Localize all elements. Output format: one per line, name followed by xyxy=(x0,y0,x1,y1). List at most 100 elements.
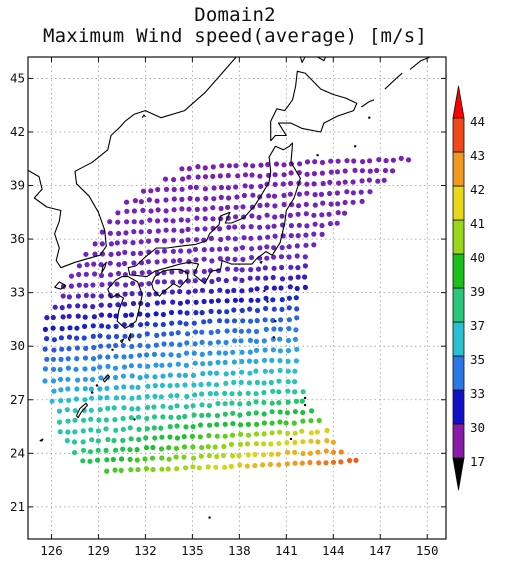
wind-point xyxy=(75,313,81,319)
wind-point xyxy=(235,173,241,179)
wind-point xyxy=(248,287,254,293)
wind-point xyxy=(324,438,330,444)
wind-point xyxy=(233,266,239,272)
wind-point xyxy=(294,285,300,292)
wind-point xyxy=(90,333,96,339)
wind-point xyxy=(205,412,211,418)
latitude-tick-labels: 21 24 27 30 33 36 39 42 45 xyxy=(10,70,25,513)
wind-point xyxy=(320,200,326,206)
coastline xyxy=(409,57,431,70)
wind-point xyxy=(194,206,200,212)
wind-point xyxy=(183,350,190,356)
wind-point xyxy=(240,224,246,230)
wind-point xyxy=(151,425,157,431)
wind-point xyxy=(249,172,255,178)
wind-point xyxy=(217,226,223,232)
wind-point xyxy=(71,439,78,445)
wind-point xyxy=(159,382,165,388)
wind-point xyxy=(359,178,365,184)
wind-point xyxy=(312,202,318,208)
wind-point xyxy=(184,393,190,400)
wind-point xyxy=(183,465,189,471)
wind-point xyxy=(50,314,56,321)
wind-point xyxy=(225,172,231,179)
wind-point xyxy=(135,414,142,420)
wind-point xyxy=(99,282,105,288)
colorbar-box xyxy=(452,253,465,289)
wind-point xyxy=(90,304,96,310)
wind-point xyxy=(252,451,258,458)
wind-point xyxy=(253,441,259,447)
wind-point xyxy=(278,285,284,291)
wind-point xyxy=(90,356,97,362)
wind-point xyxy=(177,309,183,315)
wind-point xyxy=(58,398,64,404)
wind-point xyxy=(315,439,321,445)
wind-point xyxy=(128,363,134,369)
wind-point xyxy=(65,386,71,392)
wind-point xyxy=(295,233,301,239)
wind-point xyxy=(285,368,291,374)
wind-point xyxy=(288,264,294,270)
wind-point xyxy=(230,453,236,459)
wind-point xyxy=(186,174,192,180)
wind-point xyxy=(163,227,169,233)
wind-point xyxy=(277,429,283,435)
wind-point xyxy=(225,256,231,262)
wind-point xyxy=(237,462,243,468)
lat-tick-label: 27 xyxy=(10,392,25,407)
wind-point xyxy=(218,205,224,212)
wind-point xyxy=(99,323,105,329)
wind-point xyxy=(127,447,133,453)
wind-point xyxy=(214,433,220,439)
wind-point xyxy=(269,420,275,426)
wind-point xyxy=(155,228,161,234)
wind-point xyxy=(243,162,249,168)
wind-point xyxy=(232,276,238,282)
wind-point xyxy=(263,285,269,291)
wind-point xyxy=(177,342,183,348)
wind-point xyxy=(342,179,348,185)
wind-point xyxy=(82,376,88,382)
wind-point xyxy=(65,365,71,371)
wind-point xyxy=(137,342,143,348)
colorbar-label: 41 xyxy=(470,216,485,231)
wind-point xyxy=(218,184,224,191)
wind-point xyxy=(162,176,169,182)
wind-point xyxy=(146,281,152,287)
wind-point xyxy=(319,222,325,229)
wind-point xyxy=(229,391,235,397)
wind-point xyxy=(279,264,285,271)
wind-point xyxy=(155,279,161,285)
wind-point xyxy=(268,451,274,457)
wind-point xyxy=(207,360,213,366)
coastline xyxy=(384,72,403,90)
wind-point xyxy=(174,403,180,409)
wind-point xyxy=(147,228,153,235)
wind-point xyxy=(261,431,267,437)
wind-point xyxy=(108,241,114,247)
wind-point xyxy=(169,320,175,326)
wind-point xyxy=(226,224,232,230)
wind-point xyxy=(154,198,160,204)
wind-point xyxy=(66,303,72,309)
wind-point xyxy=(105,324,111,330)
wind-point xyxy=(134,447,140,453)
wind-point xyxy=(75,303,81,309)
colorbar-label: 17 xyxy=(470,454,485,469)
wind-point xyxy=(59,346,65,352)
wind-point xyxy=(154,237,160,243)
colorbar-box xyxy=(452,117,465,153)
wind-point xyxy=(122,272,128,278)
wind-point xyxy=(254,318,260,324)
wind-point xyxy=(60,314,66,320)
wind-point xyxy=(375,178,381,184)
wind-point xyxy=(382,167,389,174)
wind-point xyxy=(271,193,278,199)
wind-point xyxy=(107,230,113,236)
wind-point xyxy=(90,323,96,329)
colorbar-box xyxy=(452,389,465,425)
wind-point xyxy=(185,226,191,232)
wind-point xyxy=(330,459,337,465)
wind-point xyxy=(202,226,208,232)
